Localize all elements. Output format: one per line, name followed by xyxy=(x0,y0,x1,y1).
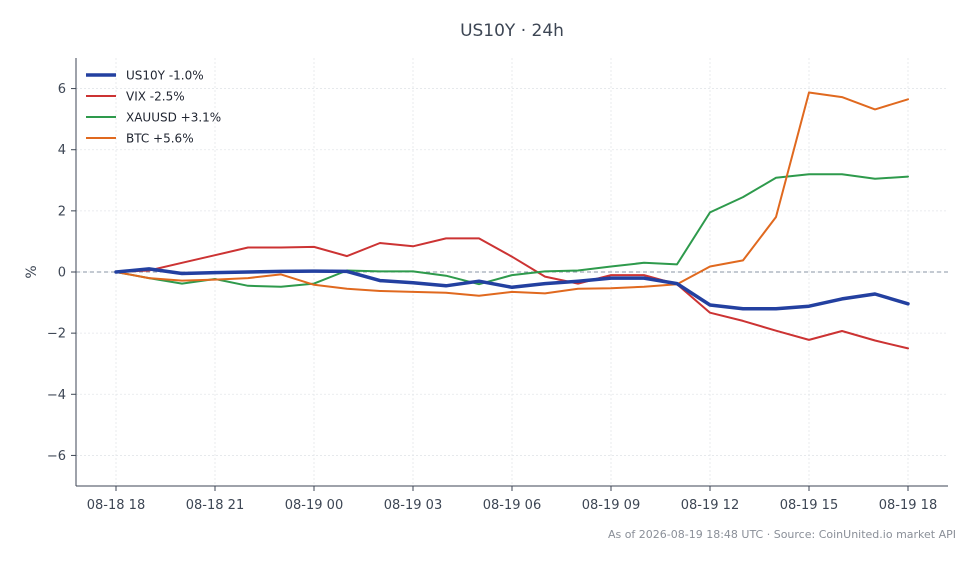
series xyxy=(114,91,910,350)
x-tick-label: 08-18 21 xyxy=(186,498,244,513)
y-axis-label: % xyxy=(24,265,40,278)
legend-label: US10Y -1.0% xyxy=(126,69,204,83)
y-tick-label: −2 xyxy=(47,327,66,342)
series-line-3 xyxy=(115,91,909,297)
x-tick-label: 08-19 12 xyxy=(681,498,739,513)
series-line-0 xyxy=(114,267,910,311)
x-tick-label: 08-19 00 xyxy=(285,498,343,513)
y-tick-label: −6 xyxy=(47,449,66,464)
y-tick-label: 0 xyxy=(58,266,66,281)
y-tick-label: 4 xyxy=(58,143,66,158)
x-tick-label: 08-18 18 xyxy=(87,498,145,513)
x-tick-label: 08-19 18 xyxy=(879,498,937,513)
chart-title: US10Y · 24h xyxy=(460,21,564,41)
y-tick-label: 6 xyxy=(58,82,66,97)
x-tick-label: 08-19 03 xyxy=(384,498,442,513)
x-tick-label: 08-19 15 xyxy=(780,498,838,513)
legend-label: VIX -2.5% xyxy=(126,90,185,104)
legend: US10Y -1.0% VIX -2.5% XAUUSD +3.1% BTC +5.6… xyxy=(86,69,221,146)
y-tick-label: 2 xyxy=(58,204,66,219)
series-line-1 xyxy=(115,237,909,350)
legend-label: XAUUSD +3.1% xyxy=(126,111,221,125)
x-tick-label: 08-19 09 xyxy=(582,498,640,513)
y-tick-label: −4 xyxy=(47,388,66,403)
footer-source: As of 2026-08-19 18:48 UTC · Source: Coi… xyxy=(608,528,956,541)
ticks: −6 −4 −2 0 2 4 6 08-18 18 08-18 21 08-19 00 08-19 … xyxy=(47,82,937,513)
x-tick-label: 08-19 06 xyxy=(483,498,541,513)
legend-label: BTC +5.6% xyxy=(126,132,194,146)
series-line-2 xyxy=(115,173,909,288)
